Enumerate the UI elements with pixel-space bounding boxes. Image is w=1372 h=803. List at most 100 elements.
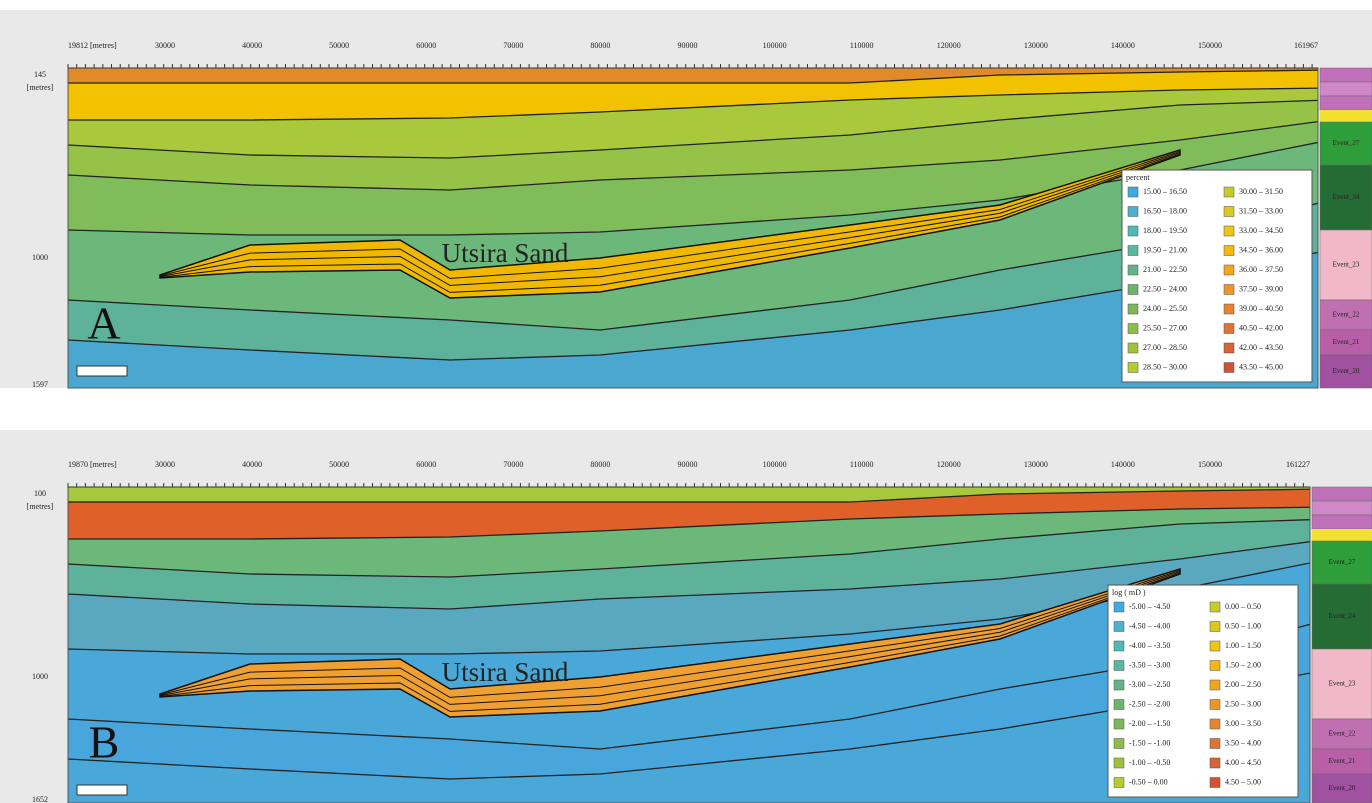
horizon-line bbox=[68, 506, 1310, 540]
event-label: Event_23 bbox=[1329, 680, 1356, 688]
legend-swatch bbox=[1209, 699, 1221, 710]
legend-label: 40.50 – 42.00 bbox=[1239, 323, 1283, 332]
x-label: 120000 bbox=[937, 41, 961, 50]
event-label: Event_27 bbox=[1333, 139, 1360, 147]
event-band bbox=[1319, 329, 1372, 356]
event-band bbox=[1311, 748, 1372, 775]
legend-swatch bbox=[1223, 284, 1235, 295]
y-label: [metres] bbox=[27, 83, 54, 92]
legend-swatch bbox=[1127, 362, 1139, 373]
side-band bbox=[1319, 95, 1372, 111]
legend-label: -2.50 – -2.00 bbox=[1129, 699, 1170, 708]
sand-line bbox=[159, 570, 1181, 698]
legend-box bbox=[1107, 584, 1299, 798]
event-label: Event_27 bbox=[1329, 558, 1356, 566]
legend-swatch bbox=[1209, 621, 1221, 632]
legend-swatch bbox=[1209, 679, 1221, 691]
x-label: 161227 bbox=[1286, 460, 1310, 469]
event-label: Event_21 bbox=[1333, 338, 1360, 346]
x-label: 60000 bbox=[416, 460, 436, 469]
legend-swatch bbox=[1113, 601, 1125, 613]
event-band bbox=[1319, 164, 1372, 231]
legend-swatch bbox=[1127, 264, 1139, 276]
layer bbox=[68, 203, 1318, 360]
x-label: 50000 bbox=[329, 460, 349, 469]
legend-label: -1.50 – -1.00 bbox=[1129, 738, 1170, 747]
x-label: 60000 bbox=[416, 41, 436, 50]
layer bbox=[68, 70, 1318, 120]
x-label: 19870 [metres] bbox=[68, 460, 117, 469]
cross-section bbox=[68, 68, 1318, 388]
legend-label: 24.00 – 25.50 bbox=[1143, 304, 1187, 313]
legend-label: -3.50 – -3.00 bbox=[1129, 660, 1170, 669]
legend-title: percent bbox=[1126, 173, 1150, 182]
layer bbox=[68, 673, 1310, 803]
legend-swatch bbox=[1113, 777, 1125, 788]
legend-swatch bbox=[1113, 679, 1125, 691]
legend-label: 19.50 – 21.00 bbox=[1143, 245, 1187, 254]
legend-label: 1.50 – 2.00 bbox=[1225, 660, 1261, 669]
horizon-line bbox=[68, 87, 1318, 121]
legend-label: 3.50 – 4.00 bbox=[1225, 738, 1261, 747]
legend-swatch bbox=[1223, 323, 1235, 334]
x-label: 90000 bbox=[678, 41, 698, 50]
side-band bbox=[1311, 514, 1372, 530]
legend-label: 1.00 – 1.50 bbox=[1225, 641, 1261, 650]
event-band bbox=[1311, 773, 1372, 803]
legend-label: 4.50 – 5.00 bbox=[1225, 777, 1261, 786]
event-label: Event_21 bbox=[1329, 757, 1356, 765]
legend-swatch bbox=[1127, 342, 1139, 354]
legend-label: 0.50 – 1.00 bbox=[1225, 621, 1261, 630]
legend-swatch bbox=[1223, 206, 1235, 217]
side-band bbox=[1320, 110, 1372, 122]
layer bbox=[68, 88, 1318, 158]
legend-swatch bbox=[1113, 699, 1125, 710]
y-label: 1597 bbox=[32, 380, 48, 389]
x-label: 140000 bbox=[1111, 41, 1135, 50]
y-label: 1652 bbox=[32, 795, 48, 803]
x-label: 140000 bbox=[1111, 460, 1135, 469]
legend-swatch bbox=[1223, 303, 1235, 315]
legend-swatch bbox=[1113, 738, 1125, 749]
legend-label: -5.00 – -4.50 bbox=[1129, 602, 1170, 611]
x-label: 70000 bbox=[503, 41, 523, 50]
panel: 19870 [metres] 30000 40000 50000 60000 70000 8… bbox=[0, 430, 1372, 803]
x-label: 30000 bbox=[155, 41, 175, 50]
event-band bbox=[1319, 229, 1372, 301]
legend-label: 43.50 – 45.00 bbox=[1239, 362, 1283, 371]
legend-label: -4.00 – -3.50 bbox=[1129, 641, 1170, 650]
x-label: 100000 bbox=[763, 41, 787, 50]
event-band bbox=[1311, 540, 1372, 585]
legend-label: 2.50 – 3.00 bbox=[1225, 699, 1261, 708]
legend-swatch bbox=[1209, 601, 1221, 613]
horizon-line bbox=[68, 120, 1318, 191]
event-label: Event_23 bbox=[1333, 261, 1360, 269]
x-label: 30000 bbox=[155, 460, 175, 469]
x-label: 90000 bbox=[678, 460, 698, 469]
legend-label: 39.00 – 40.50 bbox=[1239, 304, 1283, 313]
legend-label: 36.00 – 37.50 bbox=[1239, 265, 1283, 274]
event-band bbox=[1311, 718, 1372, 750]
legend-label: 18.00 – 19.50 bbox=[1143, 226, 1187, 235]
event-band bbox=[1311, 583, 1372, 650]
panel-letter: B bbox=[89, 717, 120, 768]
legend-label: 21.00 – 22.50 bbox=[1143, 265, 1187, 274]
legend-label: 2.00 – 2.50 bbox=[1225, 680, 1261, 689]
event-band bbox=[1319, 354, 1372, 389]
legend-label: 30.00 – 31.50 bbox=[1239, 187, 1283, 196]
legend-title: log ( mD ) bbox=[1112, 588, 1146, 597]
legend-label: 22.50 – 24.00 bbox=[1143, 284, 1187, 293]
legend-swatch bbox=[1113, 640, 1125, 652]
side-band bbox=[1319, 81, 1372, 97]
sand-layer bbox=[159, 567, 1181, 718]
legend-label: 33.00 – 34.50 bbox=[1239, 226, 1283, 235]
legend-swatch bbox=[1113, 718, 1125, 730]
sand-line bbox=[159, 151, 1181, 279]
layer bbox=[68, 487, 1310, 502]
legend-swatch bbox=[1223, 362, 1235, 373]
x-label: 110000 bbox=[850, 460, 874, 469]
event-label: Event_22 bbox=[1333, 311, 1360, 319]
legend-swatch bbox=[1127, 323, 1139, 334]
horizon-line bbox=[68, 541, 1310, 610]
